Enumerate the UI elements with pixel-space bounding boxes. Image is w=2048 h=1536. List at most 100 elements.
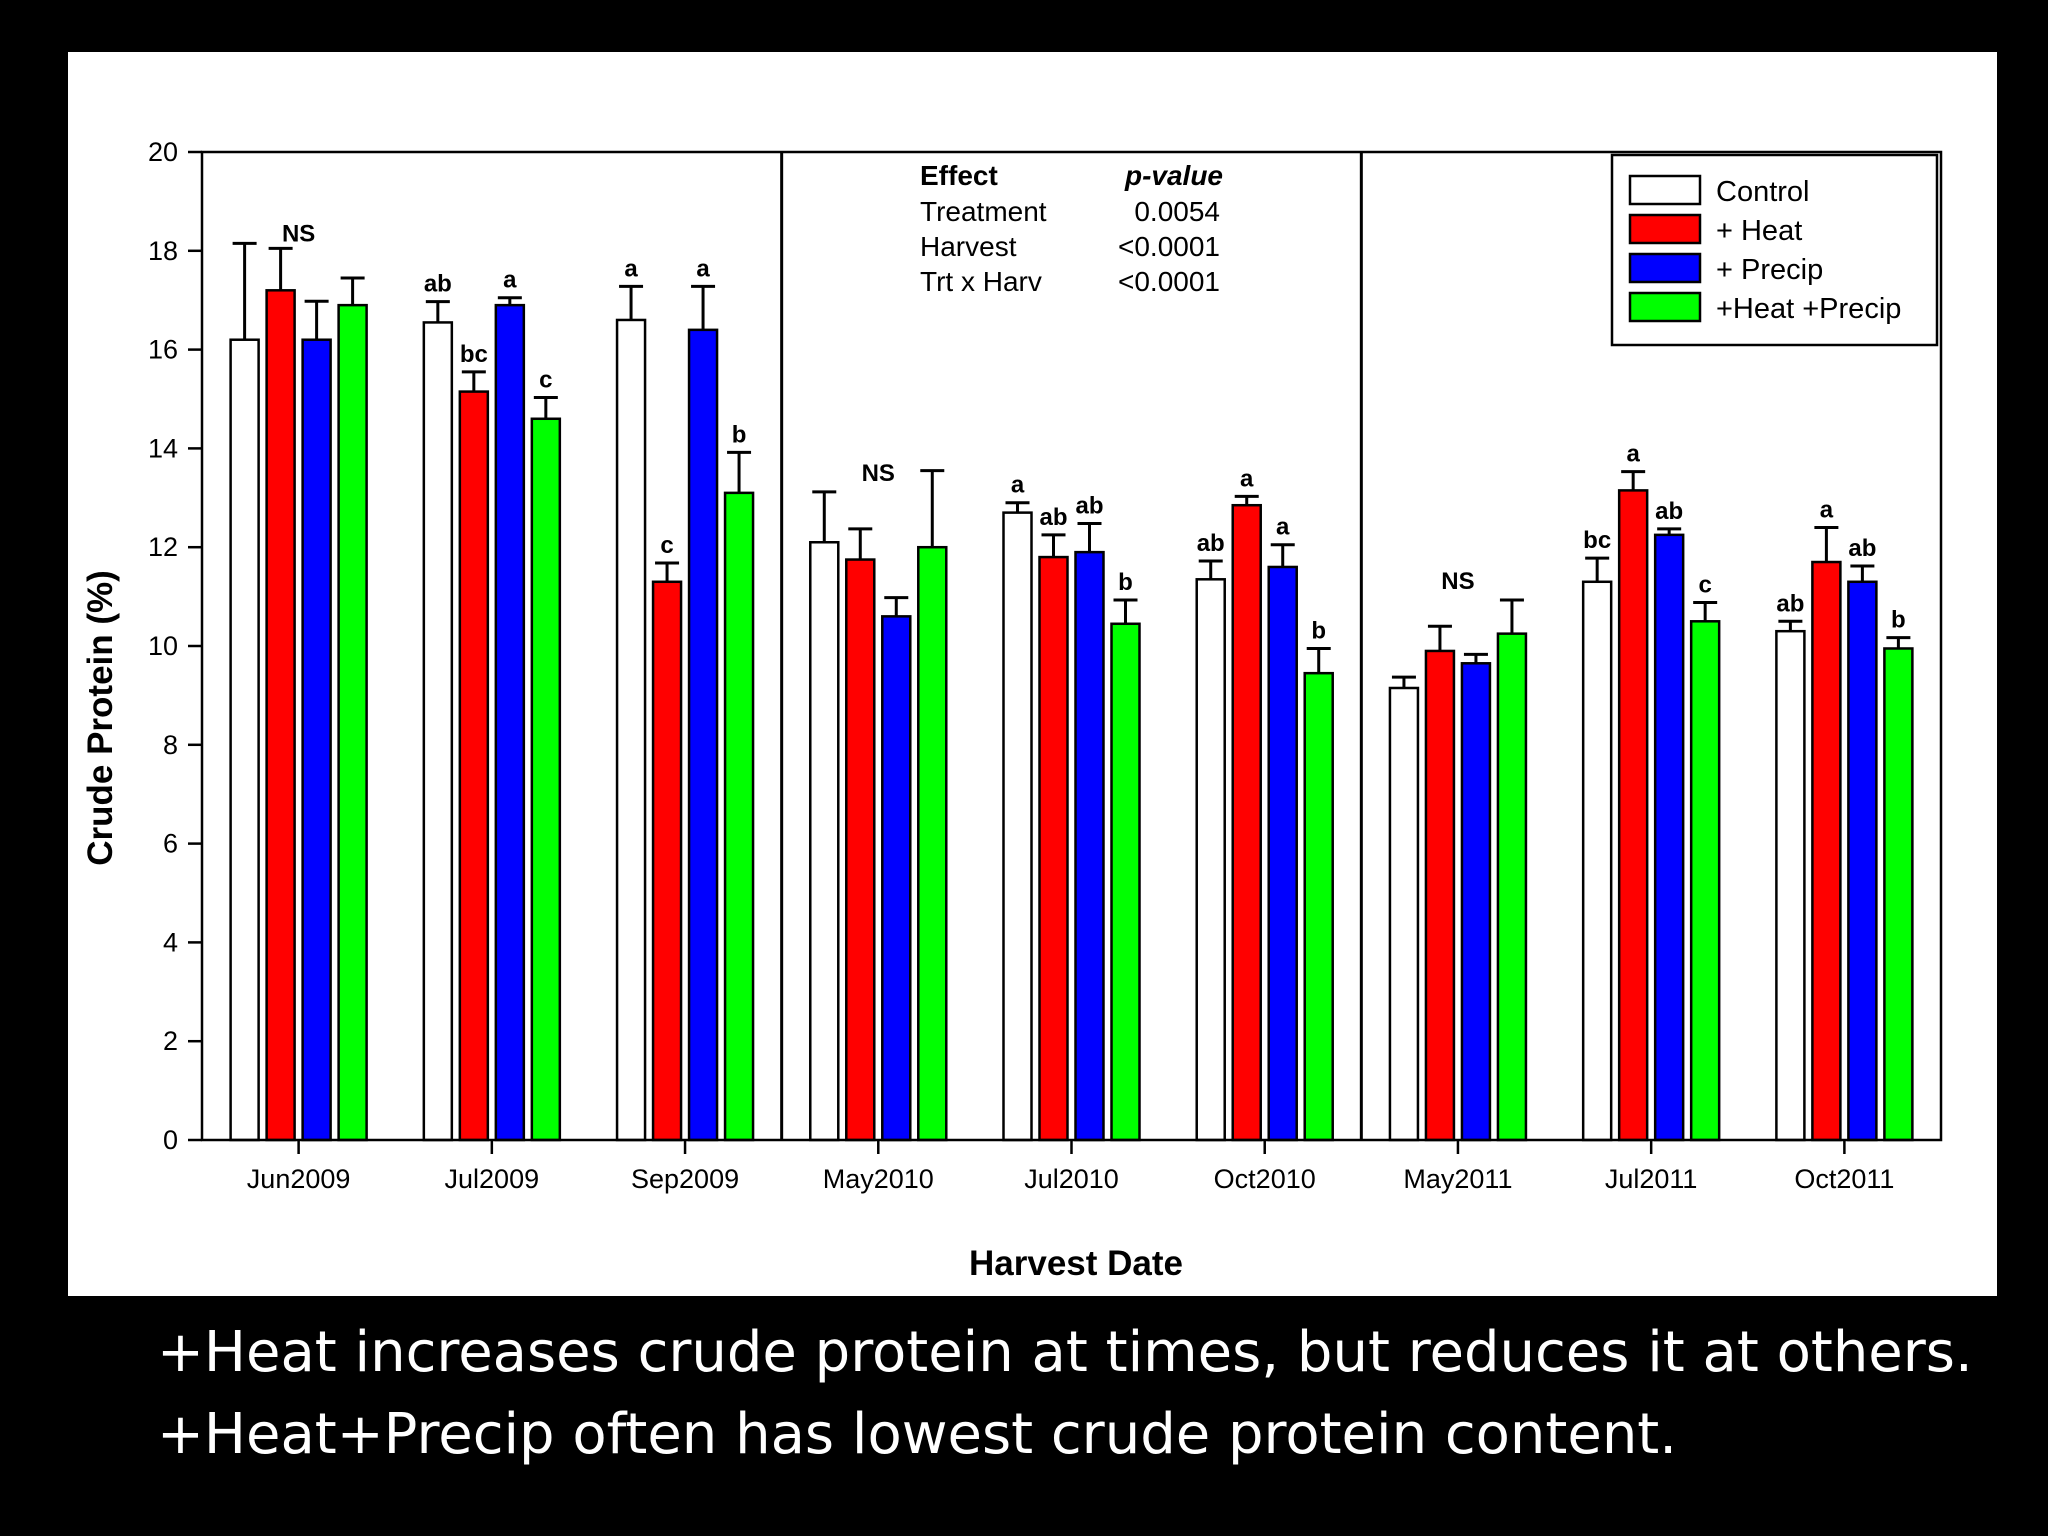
group-note: NS [282, 220, 315, 247]
significance-letter: c [1698, 572, 1711, 599]
significance-letter: bc [460, 341, 488, 368]
y-tick-label: 4 [163, 927, 178, 957]
significance-letter: ab [1197, 530, 1225, 557]
legend: Control + Heat + Precip +Heat +Precip [1610, 153, 1939, 347]
significance-letter: ab [1075, 492, 1103, 519]
caption-line: +Heat increases crude protein at times, … [157, 1320, 1973, 1385]
legend-swatch-control [1628, 174, 1702, 206]
significance-letter: ab [1039, 504, 1067, 531]
bar [917, 545, 948, 1142]
bar [881, 615, 912, 1142]
bar [494, 303, 526, 1142]
significance-letter: b [1311, 617, 1326, 644]
group-note: NS [862, 460, 895, 487]
bar-layer [229, 241, 1914, 1142]
legend-label-heat-precip: +Heat +Precip [1716, 293, 1901, 325]
figure-panel: 0 2 4 6 8 10 12 14 16 18 20 Jun2009 Jul2009 Sep2009 Ma… [68, 52, 1997, 1296]
bar [1303, 671, 1334, 1142]
significance-letter: ab [424, 271, 452, 298]
significance-letter: b [1118, 569, 1133, 596]
y-tick-label: 14 [148, 433, 178, 463]
bar [458, 390, 490, 1142]
stats-row-effect: Treatment [920, 196, 1047, 227]
bar [265, 289, 296, 1142]
y-tick-label: 20 [148, 137, 178, 167]
significance-letter: b [1891, 607, 1906, 634]
stats-row-effect: Trt x Harv [920, 266, 1042, 297]
caption-line: +Heat+Precip often has lowest crude prot… [157, 1402, 1678, 1467]
y-tick-label: 2 [163, 1026, 178, 1056]
bar [1038, 555, 1069, 1142]
legend-label-control: Control [1716, 176, 1810, 208]
bar [1110, 622, 1141, 1142]
bar [1617, 489, 1649, 1142]
bar [1883, 647, 1914, 1142]
significance-letter: a [1276, 514, 1290, 541]
significance-letter: c [539, 367, 552, 394]
bar [1074, 550, 1105, 1142]
bar [1267, 565, 1298, 1142]
stats-row-effect: Harvest [920, 231, 1017, 262]
y-tick-label: 6 [163, 829, 178, 859]
x-tick-label: Oct2011 [1794, 1164, 1894, 1194]
significance-letter: c [660, 532, 673, 559]
y-tick-label: 16 [148, 335, 178, 365]
significance-letter: a [1820, 496, 1834, 523]
y-tick-label: 10 [148, 631, 178, 661]
bar [1581, 580, 1613, 1142]
y-tick-label: 8 [163, 730, 178, 760]
significance-letter: a [1626, 441, 1640, 468]
bar [1388, 686, 1420, 1142]
stats-row-pvalue: <0.0001 [1118, 231, 1220, 262]
legend-swatch-precip [1628, 252, 1702, 284]
x-tick-label: May2010 [823, 1164, 934, 1194]
significance-letter: a [503, 267, 517, 294]
bar [1424, 649, 1456, 1142]
x-tick-label: Jun2009 [247, 1164, 351, 1194]
y-tick-label: 12 [148, 532, 178, 562]
significance-letter: a [1011, 472, 1025, 499]
significance-letter: a [696, 255, 710, 282]
significance-letter: bc [1583, 527, 1611, 554]
bar [422, 321, 454, 1142]
significance-letter: ab [1848, 535, 1876, 562]
x-tick-label: Jul2011 [1605, 1164, 1698, 1194]
stats-row-pvalue: <0.0001 [1118, 266, 1220, 297]
bar [1689, 620, 1721, 1142]
group-note: NS [1441, 568, 1474, 595]
crude-protein-chart: 0 2 4 6 8 10 12 14 16 18 20 Jun2009 Jul2009 Sep2009 Ma… [81, 137, 1943, 1283]
x-tick-label: Jul2009 [445, 1164, 540, 1194]
caption: +Heat increases crude protein at times, … [157, 1312, 2017, 1476]
bar [1231, 503, 1262, 1142]
legend-swatch-heat [1628, 213, 1702, 245]
bar [1002, 511, 1033, 1142]
legend-label-precip: + Precip [1716, 254, 1823, 286]
bar [809, 541, 840, 1142]
x-tick-label: Oct2010 [1214, 1164, 1316, 1194]
bar [1653, 533, 1685, 1142]
significance-letter: ab [1655, 498, 1683, 525]
bar [1496, 632, 1528, 1142]
stats-row-pvalue: 0.0054 [1134, 196, 1220, 227]
y-tick-label: 18 [148, 236, 178, 266]
significance-letter: a [1240, 465, 1254, 492]
bar [229, 338, 260, 1142]
bar [615, 318, 647, 1142]
stats-table: Effect p-value Treatment 0.0054 Harvest … [920, 160, 1223, 297]
bar [1195, 578, 1226, 1142]
legend-label-heat: + Heat [1716, 215, 1802, 247]
x-tick-label: Sep2009 [631, 1164, 739, 1194]
significance-letter: b [732, 421, 747, 448]
bar [301, 338, 332, 1142]
bar [1847, 580, 1878, 1142]
stats-header-effect: Effect [920, 160, 998, 191]
y-axis-title: Crude Protein (%) [81, 570, 120, 866]
bar [1811, 560, 1842, 1142]
bar [1460, 662, 1492, 1142]
stats-header-pvalue: p-value [1124, 160, 1223, 191]
legend-swatch-heat-precip [1628, 291, 1702, 323]
significance-letter: a [624, 255, 638, 282]
bar [723, 491, 755, 1142]
axes: 0 2 4 6 8 10 12 14 16 18 20 Jun2009 Jul2009 Sep2009 Ma… [148, 137, 1894, 1194]
bar [687, 328, 719, 1142]
